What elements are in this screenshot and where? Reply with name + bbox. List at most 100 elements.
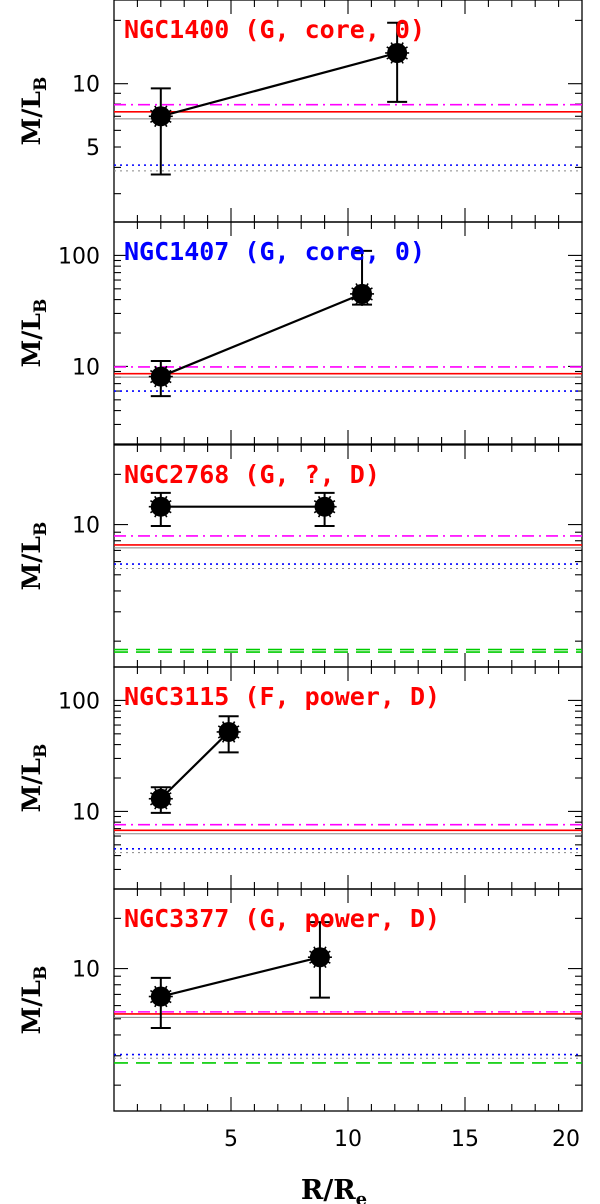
y-axis-label-sub: B <box>31 966 51 980</box>
y-axis-label-sub: B <box>31 522 51 536</box>
x-tick-label: 15 <box>451 1127 479 1152</box>
y-axis-label-main: M/L <box>17 758 46 813</box>
data-point-spike <box>361 293 373 301</box>
data-point-spike <box>150 109 162 117</box>
data-point-spike <box>150 989 162 998</box>
y-tick-label: 10 <box>72 355 100 380</box>
y-axis-label-sub: B <box>31 299 51 313</box>
data-point-spike <box>227 721 236 733</box>
data-point-spike <box>309 950 321 958</box>
data-point-spike <box>361 293 369 305</box>
data-point-spike <box>150 506 162 514</box>
y-axis-label: M/LB <box>17 522 51 591</box>
data-point-spike <box>351 293 363 301</box>
data-point-spike <box>160 985 168 997</box>
data-point-spike <box>361 287 373 295</box>
x-tick-label: 20 <box>552 1127 580 1152</box>
data-point-spike <box>396 52 408 60</box>
data-point-spike <box>319 956 327 968</box>
y-axis-label-main: M/L <box>17 313 46 368</box>
y-tick-label: 10 <box>72 514 100 539</box>
data-point-spike <box>227 731 236 743</box>
x-axis-label-main: R/R <box>301 1175 356 1204</box>
panel-title: NGC1407 (G, core, 0) <box>124 237 425 266</box>
data-point-spike <box>396 42 404 54</box>
data-point-spike <box>309 956 321 964</box>
panel-2: 10 100 NGC1407 (G, core, 0) M/LB <box>17 221 583 445</box>
y-axis-label: M/LB <box>17 966 51 1035</box>
data-point-spike <box>160 495 168 508</box>
data-point-spike <box>228 731 240 739</box>
panel-1: 5 10 NGC1400 (G, core, 0) M/LB <box>17 0 583 223</box>
data-point-spike <box>160 995 172 1004</box>
data-point-spike <box>396 52 404 64</box>
data-point-spike <box>228 725 240 733</box>
data-point-spike <box>396 46 408 54</box>
data-point-spike <box>160 996 168 1008</box>
data-point-spike <box>319 946 327 958</box>
data-point-spike <box>217 731 230 739</box>
data-point-spike <box>160 375 172 384</box>
data-point-spike <box>150 115 162 123</box>
data-point-spike <box>313 500 326 508</box>
data-point-spike <box>150 500 162 508</box>
data-point-spike <box>355 283 363 295</box>
data-point-spike <box>386 52 398 60</box>
data-point-spike <box>154 506 162 518</box>
data-point-spike <box>150 995 162 1004</box>
data-point-spike <box>386 46 398 54</box>
data-point-spike <box>154 798 162 810</box>
x-axis-label-sub: e <box>356 1189 367 1204</box>
data-point-spike <box>154 495 162 508</box>
data-point-spike <box>221 721 230 733</box>
data-point-spike <box>217 725 230 733</box>
data-point-spike <box>154 787 162 800</box>
y-axis-label: M/LB <box>17 299 51 368</box>
y-tick-label: 10 <box>72 800 100 825</box>
series-line <box>160 956 321 998</box>
data-point-spike <box>150 792 162 800</box>
data-point-spike <box>323 495 332 508</box>
data-point-spike <box>319 956 331 964</box>
data-point-spike <box>150 798 162 806</box>
data-point-spike <box>160 798 172 806</box>
data-point-spike <box>160 115 172 123</box>
data-point-spike <box>160 506 172 514</box>
data-point-spike <box>361 283 369 295</box>
data-point-spike <box>324 500 336 508</box>
y-tick-label: 10 <box>72 73 100 98</box>
y-axis-label-main: M/L <box>17 91 46 146</box>
panel-title: NGC3377 (G, power, D) <box>124 904 440 933</box>
data-point-spike <box>313 946 321 958</box>
y-axis-label-main: M/L <box>17 980 46 1035</box>
x-tick-label: 5 <box>224 1127 238 1152</box>
data-point-spike <box>154 105 162 117</box>
x-axis-label: R/Re <box>301 1175 367 1204</box>
data-point-spike <box>390 42 398 54</box>
panel-5: 10 NGC3377 (G, power, D) M/LB <box>17 888 583 1112</box>
panel-title: NGC2768 (G, ?, D) <box>124 460 380 489</box>
data-point-spike <box>160 105 168 117</box>
data-point-spike <box>160 376 168 388</box>
panel-title: NGC3115 (F, power, D) <box>124 682 440 711</box>
y-tick-label: 100 <box>58 689 100 714</box>
y-tick-label: 100 <box>58 244 100 269</box>
data-point-spike <box>150 369 162 378</box>
y-axis-label-sub: B <box>31 77 51 91</box>
panel-4: 10 100 NGC3115 (F, power, D) M/LB <box>17 666 583 890</box>
data-point-spike <box>221 731 230 743</box>
data-point-spike <box>317 495 326 508</box>
data-point-spike <box>323 506 332 518</box>
series-line <box>160 292 363 378</box>
data-point-spike <box>160 500 172 508</box>
data-point-spike <box>324 506 336 514</box>
series-line <box>160 731 230 800</box>
data-point-spike <box>160 798 168 810</box>
data-point-spike <box>160 787 168 800</box>
y-axis-label: M/LB <box>17 77 51 146</box>
data-point-spike <box>317 506 326 518</box>
y-axis-label: M/LB <box>17 744 51 813</box>
data-point-spike <box>160 792 172 800</box>
series-line <box>160 51 398 118</box>
